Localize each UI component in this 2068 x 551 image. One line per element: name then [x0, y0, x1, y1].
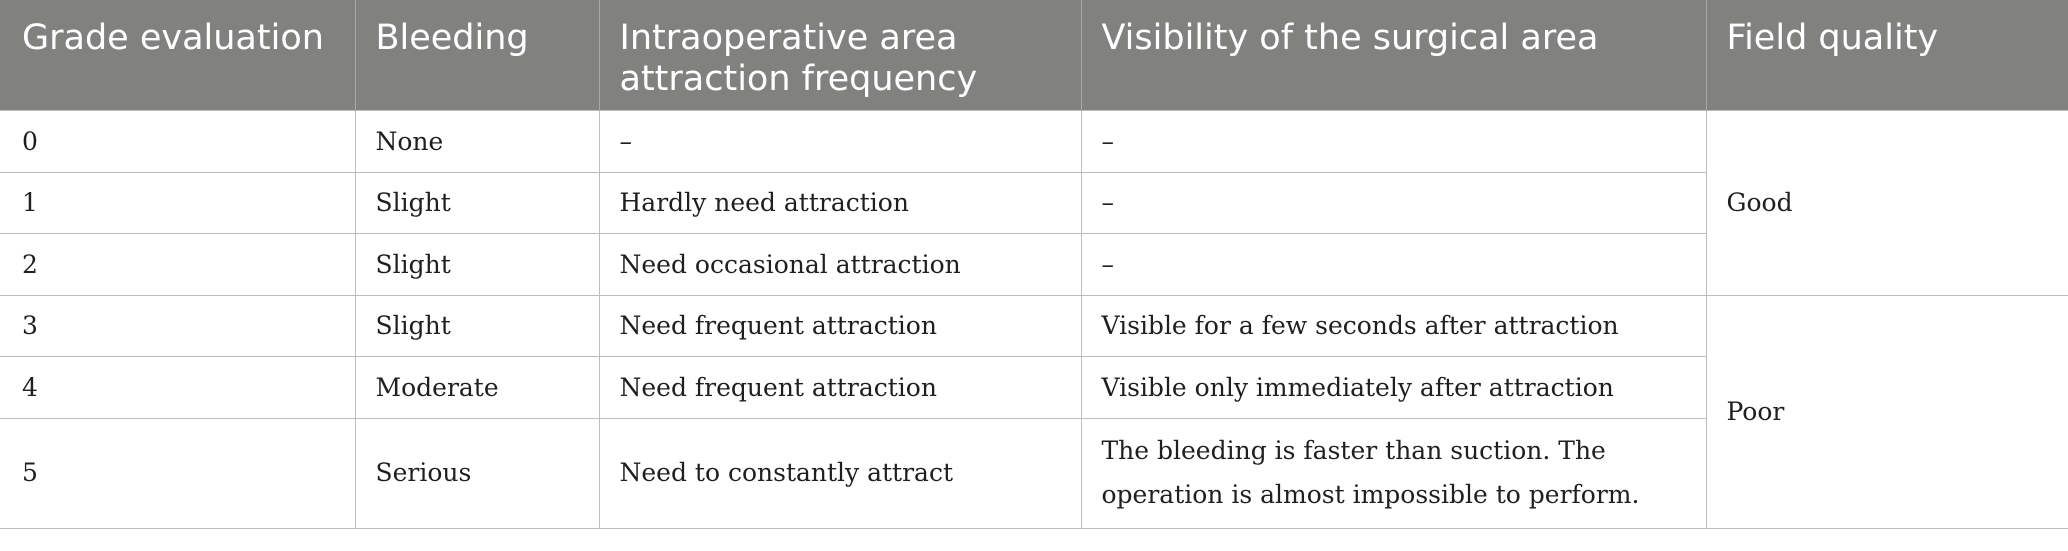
frequency-cell: – [598, 110, 1082, 173]
bleeding-cell: Serious [354, 417, 600, 529]
table-row: 0 None – – Good [0, 110, 2068, 296]
table-row: 5 Serious Need to constantly attract The… [0, 417, 2068, 529]
frequency-cell: Need frequent attraction [598, 356, 1082, 419]
header-field-quality: Field quality [1705, 0, 2068, 111]
grade-evaluation-table: Grade evaluation Bleeding Intraoperative… [0, 0, 2068, 529]
table-row: 4 Moderate Need frequent attraction Visi… [0, 356, 2068, 419]
grade-cell: 4 [0, 356, 356, 419]
field-quality-poor-cell: Poor [1705, 294, 2068, 529]
frequency-cell: Need occasional attraction [598, 233, 1082, 296]
table-row: 2 Slight Need occasional attraction – [0, 233, 2068, 296]
grade-cell: 3 [0, 294, 356, 357]
bleeding-cell: None [354, 110, 600, 173]
bleeding-cell: Slight [354, 294, 600, 357]
table-row: 3 Slight Need frequent attraction Visibl… [0, 294, 2068, 529]
visibility-cell: – [1080, 171, 1707, 234]
table-header-row: Grade evaluation Bleeding Intraoperative… [0, 0, 2068, 111]
grade-cell: 1 [0, 171, 356, 234]
visibility-cell: Visible only immediately after attractio… [1080, 356, 1707, 419]
frequency-cell: Hardly need attraction [598, 171, 1082, 234]
visibility-cell: – [1080, 110, 1707, 173]
header-attraction-frequency: Intraoperative area attraction frequency [598, 0, 1081, 111]
grade-cell: 2 [0, 233, 356, 296]
bleeding-cell: Moderate [354, 356, 600, 419]
frequency-cell: Need to constantly attract [598, 417, 1082, 529]
grade-cell: 0 [0, 110, 356, 173]
frequency-cell: Need frequent attraction [598, 294, 1082, 357]
header-grade-evaluation: Grade evaluation [0, 0, 355, 111]
header-bleeding: Bleeding [354, 0, 599, 111]
visibility-cell: Visible for a few seconds after attracti… [1080, 294, 1707, 357]
visibility-cell: The bleeding is faster than suction. The… [1080, 417, 1707, 529]
field-quality-good-cell: Good [1705, 110, 2068, 296]
bleeding-cell: Slight [354, 171, 600, 234]
visibility-cell: – [1080, 233, 1707, 296]
header-surgical-area-visibility: Visibility of the surgical area [1080, 0, 1706, 111]
bleeding-cell: Slight [354, 233, 600, 296]
grade-cell: 5 [0, 417, 356, 529]
